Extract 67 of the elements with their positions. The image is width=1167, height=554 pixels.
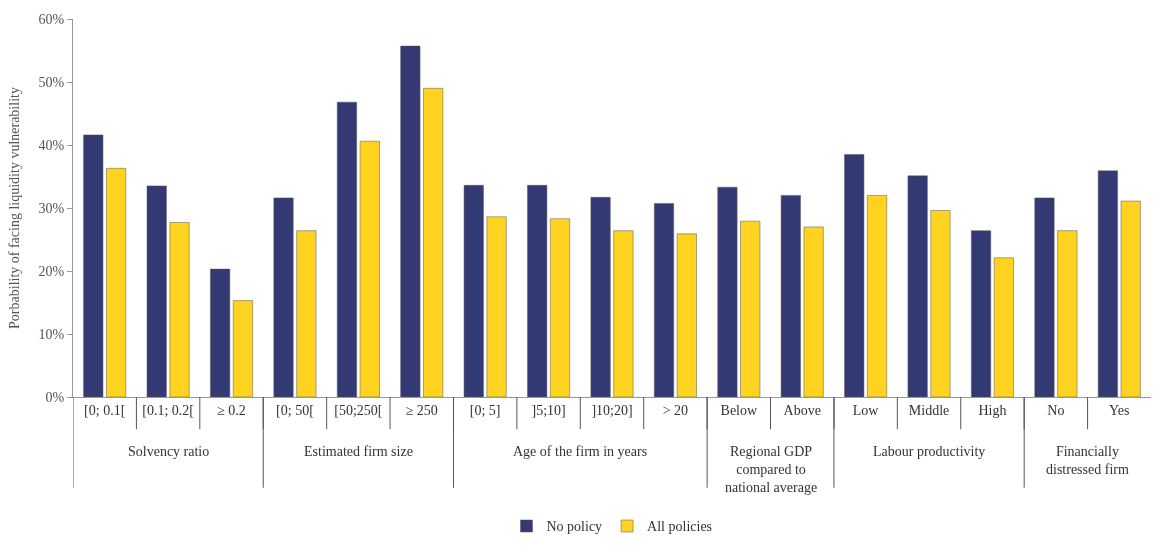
text: Labour productivity	[873, 444, 986, 459]
bar	[717, 186, 738, 397]
x-tick-label: ≥ 0.2	[217, 402, 246, 418]
bar	[676, 233, 697, 397]
legend-label: All policies	[647, 519, 713, 535]
x-tick-label: ≥ 250	[405, 402, 438, 418]
x-tick-label: Yes	[1109, 402, 1130, 418]
bar	[527, 185, 548, 397]
bar	[400, 45, 421, 397]
x-tick-label: Middle	[908, 402, 950, 418]
text: Age of the firm in years	[513, 444, 648, 459]
bar	[844, 154, 865, 397]
x-tick-label: Below	[720, 402, 758, 418]
text: Regional GDP compared to national average	[725, 444, 818, 496]
legend-label: No policy	[546, 519, 603, 535]
x-tick-label: > 20	[662, 402, 689, 418]
bar	[780, 195, 801, 397]
x-tick-label: ]10;20]	[591, 402, 633, 418]
x-tick-label: [50;250[	[334, 402, 383, 418]
bar	[146, 185, 167, 397]
bar	[740, 220, 761, 397]
x-tick-label: [0.1; 0.2[	[142, 402, 195, 418]
bar	[1120, 200, 1141, 397]
bar	[169, 222, 190, 397]
text: Financially distressed firm	[1046, 444, 1129, 478]
x-tick-label: [0; 5]	[469, 402, 501, 418]
y-tick-label: 10%	[38, 326, 65, 342]
text: Estimated firm size	[304, 444, 413, 459]
bar	[971, 230, 992, 397]
bar	[930, 210, 951, 397]
bar	[550, 218, 570, 397]
y-tick-label: 50%	[38, 74, 65, 90]
bar	[803, 226, 824, 397]
bar	[993, 257, 1014, 397]
bar	[106, 168, 127, 397]
bar	[486, 216, 507, 397]
x-tick-label: High	[978, 402, 1007, 418]
y-tick-label: 0%	[45, 389, 65, 405]
bar	[336, 101, 357, 397]
bar	[613, 230, 634, 397]
y-axis-title: Porbability of facing liquidity vulnerability	[7, 87, 23, 329]
y-tick-label: 40%	[38, 137, 65, 153]
bar	[296, 230, 317, 397]
bar	[1057, 230, 1078, 397]
bar	[907, 175, 928, 397]
y-tick-label: 30%	[38, 200, 65, 216]
bar	[463, 185, 484, 397]
bar	[1034, 197, 1055, 397]
x-tick-label: ]5;10]	[531, 402, 566, 418]
bar	[423, 88, 444, 397]
x-tick-label: Low	[852, 402, 880, 418]
bar	[232, 300, 253, 397]
bar	[210, 268, 231, 397]
text: Solvency ratio	[128, 444, 210, 459]
bar	[867, 195, 888, 397]
bar	[1097, 170, 1118, 397]
bar	[273, 197, 294, 397]
y-tick-label: 20%	[38, 263, 65, 279]
x-tick-label: [0; 50[	[276, 402, 315, 418]
x-tick-label: No	[1047, 402, 1065, 418]
bar	[590, 197, 611, 397]
x-tick-label: [0; 0.1[	[84, 402, 126, 418]
bar	[654, 203, 674, 397]
x-tick-label: Above	[783, 402, 821, 418]
bar	[83, 134, 104, 397]
y-tick-label: 60%	[38, 11, 65, 27]
bar	[359, 140, 380, 397]
